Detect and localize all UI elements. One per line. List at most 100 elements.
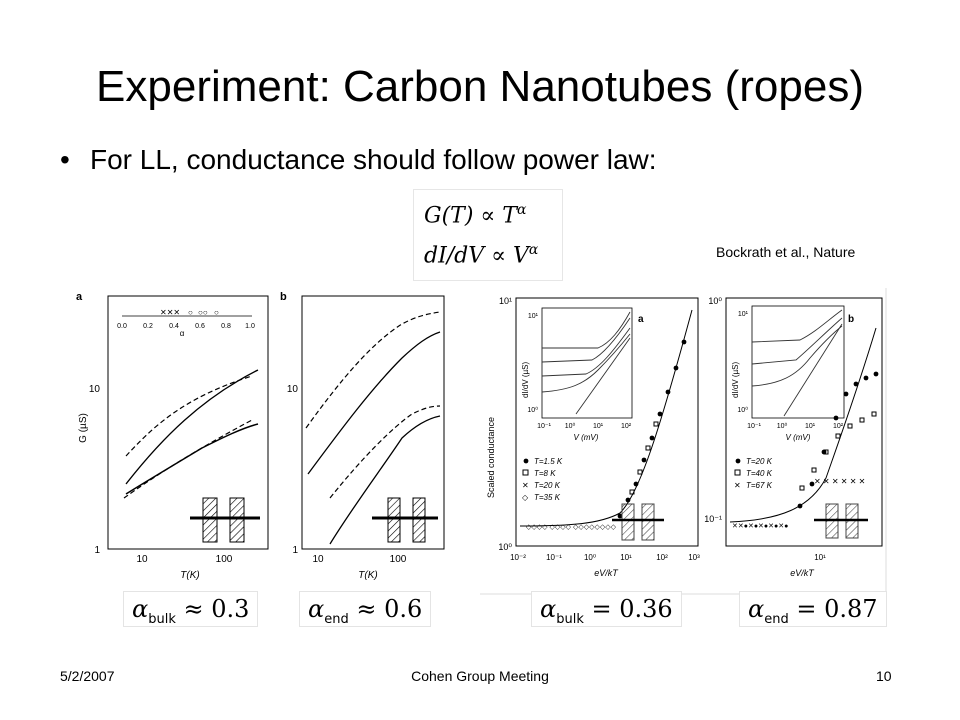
right-b-frame (725, 297, 883, 547)
svg-text:○○: ○○ (198, 308, 208, 317)
power-law-equations: G(T) ∝ Tα dI/dV ∝ Vα (414, 190, 562, 280)
equation-differential: dI/dV ∝ Vα (424, 242, 539, 269)
right-a-legend: T=1.5 K T=8 K ✕ T=20 K ◇ T=35 K (522, 457, 563, 502)
right-a-data-points: ◇◇◇◇ ◇◇◇◇ ◇◇◇◇◇◇◇◇ (526, 339, 687, 531)
svg-text:dI/dV (µS): dI/dV (µS) (521, 361, 530, 398)
panel-a-xlabel: T(K) (180, 570, 199, 581)
svg-text:10²: 10² (833, 423, 844, 430)
alpha-bulk-approx: αbulk ≈ 0.3 (124, 592, 258, 627)
svg-text:α: α (180, 329, 185, 338)
svg-text:10⁻¹: 10⁻¹ (747, 423, 761, 430)
svg-text:✕: ✕ (734, 481, 741, 490)
svg-text:10¹: 10¹ (805, 423, 816, 430)
svg-text:10¹: 10¹ (738, 311, 749, 318)
svg-text:✕: ✕ (522, 481, 529, 490)
panel-a-schematic (190, 497, 260, 543)
svg-text:○: ○ (188, 308, 193, 317)
svg-text:10⁰: 10⁰ (737, 406, 748, 414)
panel-a-lower-fit (123, 419, 253, 499)
svg-text:10⁰: 10⁰ (565, 422, 576, 430)
slide-title: Experiment: Carbon Nanotubes (ropes) (96, 62, 864, 111)
svg-text:○: ○ (214, 308, 219, 317)
svg-text:V (mV): V (mV) (786, 433, 811, 442)
panel-a-label: a (76, 291, 83, 303)
panel-b-upper-fit (305, 311, 441, 429)
panel-b-lower-fit (329, 405, 441, 499)
panel-a-ytick-10: 10 (89, 384, 101, 395)
panel-b-xlabel: T(K) (358, 570, 377, 581)
panel-a-xtick-100: 100 (216, 554, 233, 565)
right-a-frame (515, 297, 699, 547)
figure-scaled-conductance: Scaled conductance 10¹ 10⁰ 10⁻² 10⁻¹ 10⁰… (480, 288, 887, 595)
right-b-panel-label: b (848, 314, 854, 325)
panel-b-ytick-10: 10 (287, 384, 299, 395)
panel-b-ytick-1: 1 (292, 545, 298, 556)
svg-text:◇: ◇ (522, 493, 529, 502)
panel-a-upper-curve (125, 369, 259, 485)
bullet-text: For LL, conductance should follow power … (90, 144, 657, 175)
bullet-item: • For LL, conductance should follow power… (60, 144, 657, 176)
right-a-panel-label: a (638, 314, 644, 325)
svg-text:10⁰: 10⁰ (584, 553, 596, 562)
svg-text:10¹: 10¹ (620, 553, 632, 562)
right-b-legend: T=20 K T=40 K ✕ T=67 K (734, 457, 773, 490)
right-a-inset-curves (541, 311, 631, 415)
alpha-end-approx: αend ≈ 0.6 (300, 592, 431, 627)
svg-text:T=8 K: T=8 K (534, 469, 556, 478)
figure-conductance-vs-temperature: a G (µS) 10 1 10 100 T(K) 0.0 0.2 0.4 0.… (76, 291, 445, 581)
alpha-end-fit: αend = 0.87 (740, 592, 886, 627)
svg-text:V (mV): V (mV) (574, 433, 599, 442)
panel-a-ytick-1: 1 (94, 545, 100, 556)
svg-text:1.0: 1.0 (245, 323, 255, 330)
right-a-xlabel: eV/kT (594, 568, 619, 578)
inset-alpha-markers: ✕✕✕ ○ ○○ ○ (160, 308, 219, 317)
svg-text:10⁰: 10⁰ (777, 422, 788, 430)
svg-text:0.4: 0.4 (169, 323, 179, 330)
svg-text:T=67 K: T=67 K (746, 481, 773, 490)
svg-text:10⁰: 10⁰ (527, 406, 538, 414)
alpha-bulk-fit: αbulk = 0.36 (532, 592, 681, 627)
svg-text:T=20 K: T=20 K (534, 481, 561, 490)
right-b-inset-curves (751, 309, 843, 417)
right-b-xlabel: eV/kT (790, 568, 815, 578)
footer-date: 5/2/2007 (60, 668, 115, 684)
svg-text:T=20 K: T=20 K (746, 457, 773, 466)
right-a-ylabel: Scaled conductance (486, 417, 496, 498)
svg-text:10¹: 10¹ (528, 313, 539, 320)
panel-b-frame (301, 295, 445, 550)
right-a-ytick-0: 10⁰ (498, 542, 512, 552)
citation: Bockrath et al., Nature (716, 244, 856, 260)
equation-conductance: G(T) ∝ Tα (424, 202, 527, 229)
svg-text:10¹: 10¹ (593, 423, 604, 430)
svg-text:T=1.5 K: T=1.5 K (534, 457, 563, 466)
svg-text:✕✕●✕●✕●✕●✕●: ✕✕●✕●✕●✕●✕● (732, 523, 788, 530)
svg-text:10⁻²: 10⁻² (510, 553, 526, 562)
svg-text:10¹: 10¹ (814, 553, 826, 562)
right-b-data-points: ✕ ✕ ✕ ✕ ✕ ✕ ✕✕●✕●✕●✕●✕● (732, 371, 879, 530)
panel-b-label: b (280, 291, 287, 303)
panel-a-ylabel: G (µS) (78, 413, 89, 443)
right-a-inset (541, 307, 633, 419)
panel-b-lower-curve (329, 415, 441, 545)
svg-text:10⁻¹: 10⁻¹ (537, 423, 551, 430)
panel-b-xtick-100: 100 (390, 554, 407, 565)
right-a-ytick-1: 10¹ (499, 296, 512, 306)
svg-text:T=40 K: T=40 K (746, 469, 773, 478)
svg-text:T=35 K: T=35 K (534, 493, 561, 502)
svg-text:10⁻¹: 10⁻¹ (546, 553, 562, 562)
svg-text:✕✕✕: ✕✕✕ (160, 308, 180, 317)
bullet-dot: • (60, 144, 70, 175)
svg-text:0.6: 0.6 (195, 323, 205, 330)
footer-title: Cohen Group Meeting (411, 668, 549, 684)
panel-a-xtick-10: 10 (136, 554, 148, 565)
svg-text:10³: 10³ (688, 553, 700, 562)
svg-text:◇◇◇◇ ◇◇◇◇ ◇◇◇◇◇◇◇◇: ◇◇◇◇ ◇◇◇◇ ◇◇◇◇◇◇◇◇ (526, 524, 617, 531)
right-b-inset (751, 305, 845, 419)
footer-page-number: 10 (876, 668, 892, 684)
panel-b-xtick-10: 10 (312, 554, 324, 565)
right-a-schematic (612, 503, 664, 541)
svg-text:10²: 10² (621, 423, 632, 430)
svg-text:0.8: 0.8 (221, 323, 231, 330)
panel-a-frame (107, 295, 269, 550)
right-b-ytick-m1: 10⁻¹ (704, 514, 722, 524)
